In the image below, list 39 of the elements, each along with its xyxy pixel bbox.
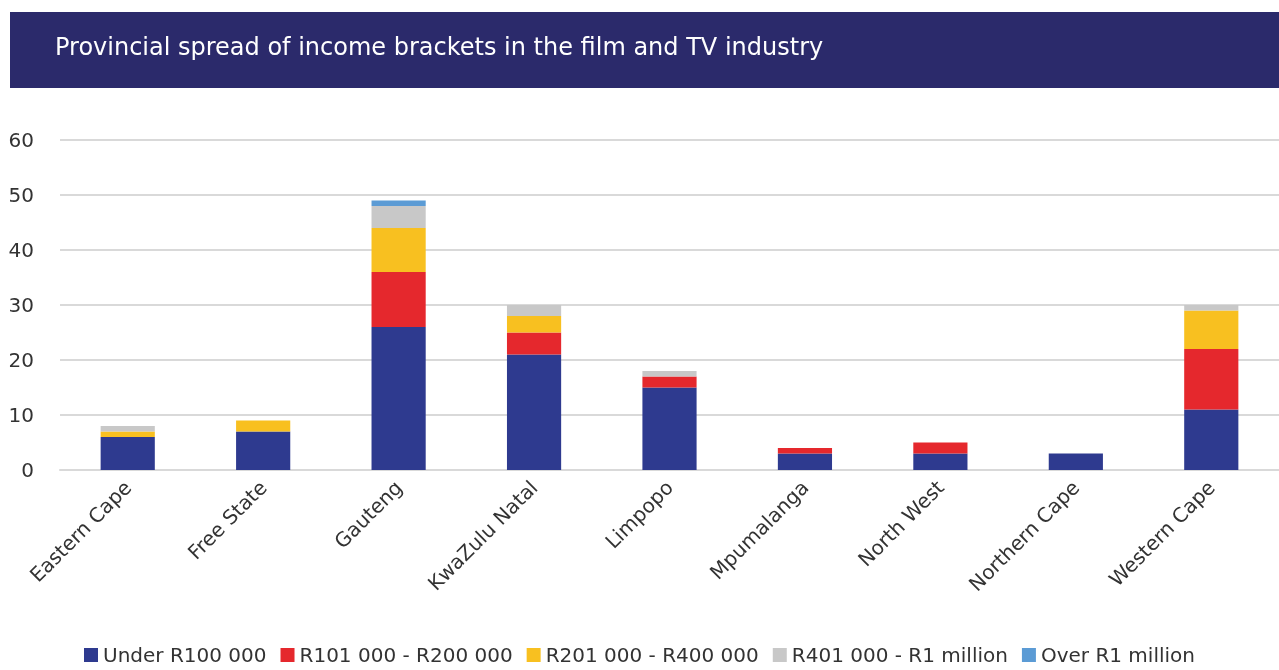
- legend-label: Over R1 million: [1040, 643, 1195, 667]
- y-tick-label: 0: [21, 458, 34, 482]
- y-tick-label: 20: [8, 348, 34, 372]
- bar: [236, 420, 291, 432]
- bar: [506, 354, 562, 470]
- legend-label: R401 000 - R1 million: [791, 643, 1008, 667]
- y-tick-label: 10: [8, 403, 34, 427]
- legend-label: R201 000 - R400 000: [545, 643, 759, 667]
- bar: [1048, 453, 1103, 470]
- bar: [506, 305, 562, 316]
- legend-label: Under R100 000: [103, 643, 267, 667]
- y-tick-label: 40: [8, 238, 34, 262]
- bar: [506, 332, 562, 355]
- bar: [1184, 409, 1239, 470]
- bar: [913, 453, 968, 470]
- bar: [371, 327, 426, 470]
- bar: [371, 272, 426, 327]
- bar: [1184, 349, 1239, 410]
- bar: [371, 228, 426, 272]
- bar: [1184, 310, 1239, 349]
- bar: [642, 371, 697, 377]
- bar: [777, 453, 833, 470]
- y-tick-label: 60: [8, 128, 34, 152]
- bar: [777, 448, 833, 454]
- legend-label: R101 000 - R200 000: [299, 643, 513, 667]
- y-tick-label: 50: [8, 183, 34, 207]
- bar: [371, 206, 426, 228]
- bar: [913, 442, 968, 454]
- bar: [1184, 305, 1239, 311]
- bar: [642, 387, 697, 470]
- bar: [100, 431, 155, 437]
- bar: [371, 200, 426, 206]
- y-tick-label: 30: [8, 293, 34, 317]
- bar: [100, 426, 155, 432]
- bar: [506, 316, 562, 333]
- bar: [100, 437, 155, 470]
- bar: [642, 376, 697, 388]
- bar: [236, 431, 291, 470]
- chart-title: Provincial spread of income brackets in the film and TV industry: [10, 12, 1279, 88]
